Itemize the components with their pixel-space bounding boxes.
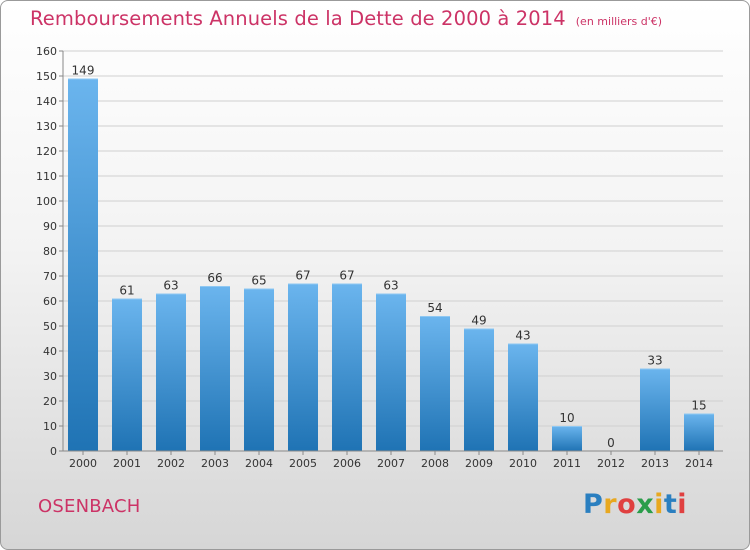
data-label-2014: 15 bbox=[691, 399, 706, 413]
data-label-2004: 65 bbox=[251, 274, 266, 288]
data-label-2013: 33 bbox=[647, 354, 662, 368]
axes bbox=[59, 50, 723, 455]
y-tick-label: 130 bbox=[36, 120, 57, 133]
x-tick-label-2010: 2010 bbox=[509, 457, 537, 470]
logo-letter: P bbox=[583, 489, 604, 520]
y-tick-label: 150 bbox=[36, 70, 57, 83]
logo-letter: o bbox=[617, 489, 637, 520]
x-tick-label-2013: 2013 bbox=[641, 457, 669, 470]
commune-name: OSENBACH bbox=[38, 496, 141, 517]
grid-lines bbox=[63, 50, 723, 427]
logo-letter: i bbox=[677, 489, 688, 520]
data-label-2003: 66 bbox=[207, 271, 222, 285]
bar-2013 bbox=[640, 368, 670, 451]
data-label-2002: 63 bbox=[163, 279, 178, 293]
data-label-2010: 43 bbox=[515, 329, 530, 343]
data-label-2009: 49 bbox=[471, 314, 486, 328]
bar-2005 bbox=[288, 283, 318, 451]
labels: 0102030405060708090100110120130140150160… bbox=[36, 45, 713, 470]
x-tick-label-2007: 2007 bbox=[377, 457, 405, 470]
y-tick-label: 160 bbox=[36, 45, 57, 58]
bars bbox=[68, 78, 714, 451]
y-tick-label: 100 bbox=[36, 195, 57, 208]
x-tick-label-2012: 2012 bbox=[597, 457, 625, 470]
y-tick-label: 50 bbox=[43, 320, 57, 333]
unit-note: (en milliers d'€) bbox=[575, 15, 663, 28]
y-tick-label: 10 bbox=[43, 420, 57, 433]
data-label-2005: 67 bbox=[295, 269, 310, 283]
bar-2007 bbox=[376, 293, 406, 451]
chart-title-row: Remboursements Annuels de la Dette de 20… bbox=[30, 7, 662, 30]
x-tick-label-2014: 2014 bbox=[685, 457, 713, 470]
data-label-2001: 61 bbox=[119, 284, 134, 298]
bar-2000 bbox=[68, 78, 98, 451]
y-tick-label: 140 bbox=[36, 95, 57, 108]
x-tick-label-2009: 2009 bbox=[465, 457, 493, 470]
y-tick-label: 90 bbox=[43, 220, 57, 233]
x-tick-label-2004: 2004 bbox=[245, 457, 273, 470]
bar-2011 bbox=[552, 426, 582, 451]
data-label-2007: 63 bbox=[383, 279, 398, 293]
data-label-2000: 149 bbox=[72, 64, 95, 78]
y-tick-label: 80 bbox=[43, 245, 57, 258]
y-tick-label: 20 bbox=[43, 395, 57, 408]
bar-2004 bbox=[244, 288, 274, 451]
x-tick-label-2005: 2005 bbox=[289, 457, 317, 470]
x-tick-label-2006: 2006 bbox=[333, 457, 361, 470]
proxiti-logo: Proxiti bbox=[583, 489, 687, 520]
bar-2009 bbox=[464, 328, 494, 451]
y-tick-label: 110 bbox=[36, 170, 57, 183]
y-tick-label: 40 bbox=[43, 345, 57, 358]
logo-letter: x bbox=[636, 489, 655, 520]
x-tick-label-2000: 2000 bbox=[69, 457, 97, 470]
y-tick-label: 30 bbox=[43, 370, 57, 383]
bar-2006 bbox=[332, 283, 362, 451]
bar-2010 bbox=[508, 343, 538, 451]
bar-2003 bbox=[200, 286, 230, 451]
logo-letter: t bbox=[663, 489, 678, 520]
bar-2002 bbox=[156, 293, 186, 451]
x-tick-label-2002: 2002 bbox=[157, 457, 185, 470]
y-tick-label: 70 bbox=[43, 270, 57, 283]
y-tick-label: 120 bbox=[36, 145, 57, 158]
x-tick-label-2008: 2008 bbox=[421, 457, 449, 470]
y-tick-label: 0 bbox=[50, 445, 57, 458]
data-label-2006: 67 bbox=[339, 269, 354, 283]
bar-2008 bbox=[420, 316, 450, 451]
x-tick-label-2001: 2001 bbox=[113, 457, 141, 470]
y-tick-label: 60 bbox=[43, 295, 57, 308]
x-tick-label-2003: 2003 bbox=[201, 457, 229, 470]
bar-2014 bbox=[684, 413, 714, 451]
data-label-2011: 10 bbox=[559, 411, 574, 425]
data-label-2012: 0 bbox=[607, 436, 615, 450]
bar-2001 bbox=[112, 298, 142, 451]
chart-title: Remboursements Annuels de la Dette de 20… bbox=[30, 7, 566, 30]
data-label-2008: 54 bbox=[427, 301, 442, 315]
logo-letter: r bbox=[603, 489, 618, 520]
x-tick-label-2011: 2011 bbox=[553, 457, 581, 470]
logo-letter: i bbox=[654, 489, 664, 520]
